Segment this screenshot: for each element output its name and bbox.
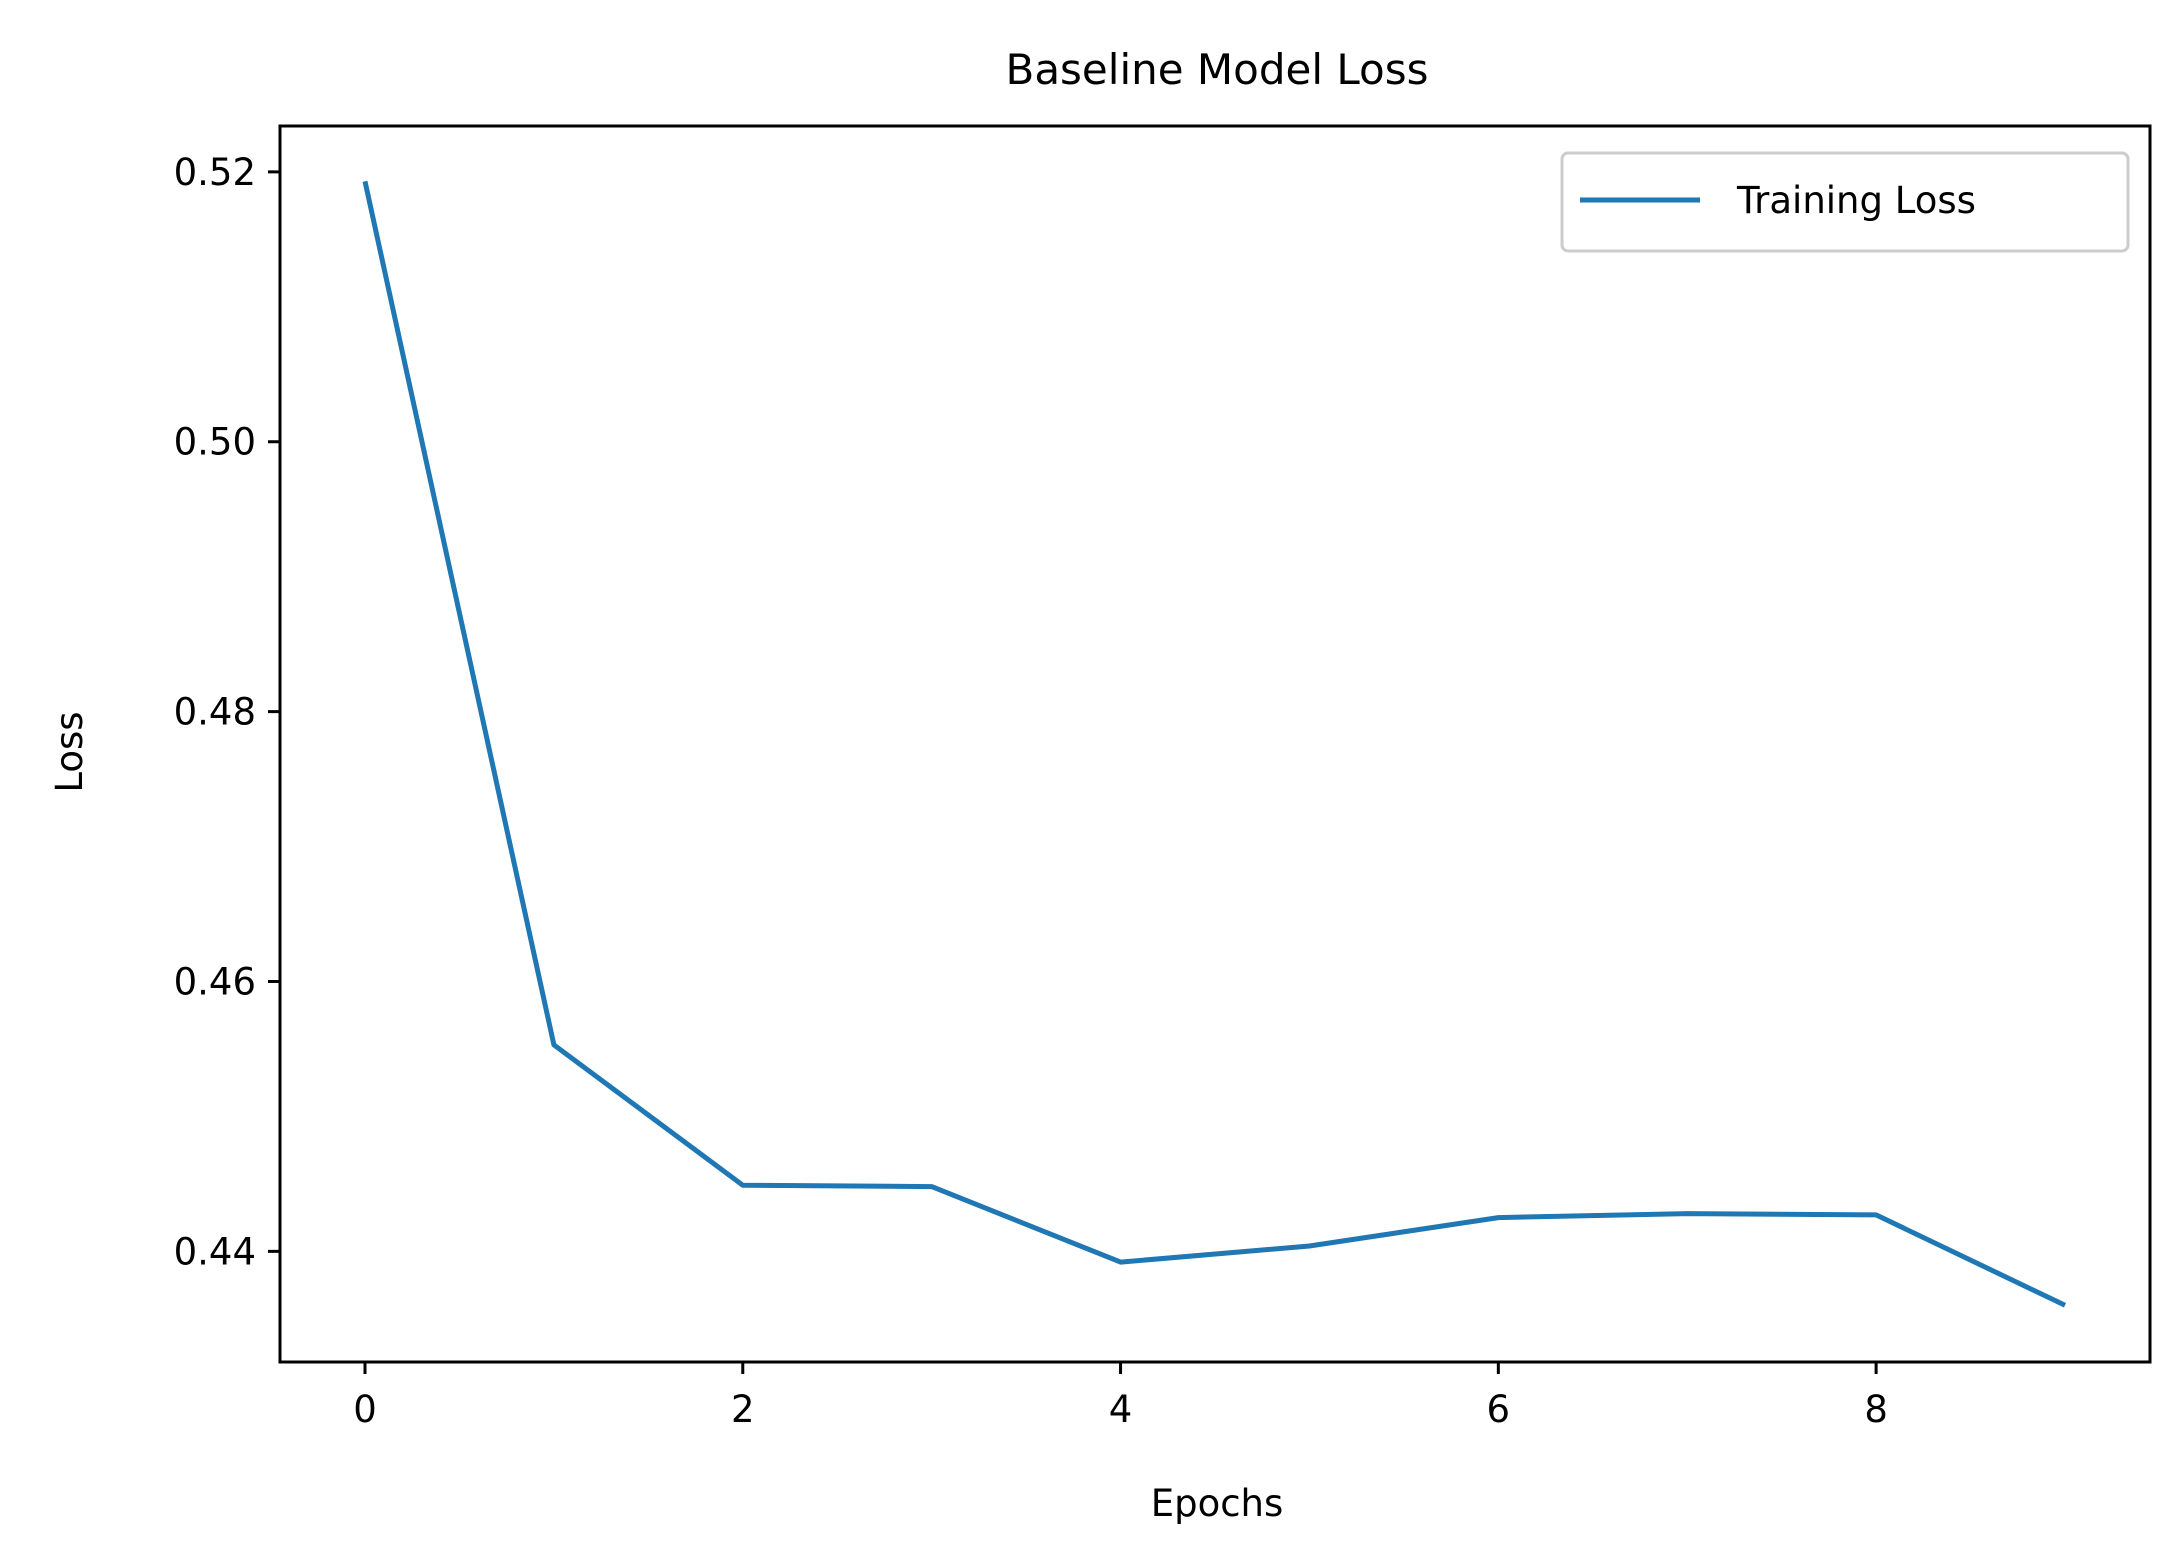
plot-frame [278,124,2152,1364]
y-tick-label: 0.46 [174,960,256,1003]
y-axis-label: Loss [48,711,91,792]
x-tick-label: 8 [1864,1388,1888,1431]
y-tick-label: 0.44 [174,1230,256,1273]
x-axis-label: Epochs [1151,1482,1284,1525]
x-tick-label: 4 [1109,1388,1133,1431]
x-tick-label: 6 [1487,1388,1511,1431]
legend: Training Loss [1560,151,2130,253]
x-tick-label: 2 [731,1388,755,1431]
x-tick-label: 0 [353,1388,377,1431]
legend-box [1560,151,2130,253]
legend-series-label: Training Loss [1736,179,1976,222]
plot-area: 0 2 4 6 8 0.44 0.46 0.48 0.50 0.52 [174,124,2152,1431]
y-tick-label: 0.50 [174,421,256,464]
series-line-0 [362,180,2067,1308]
y-tick-label: 0.52 [174,151,256,194]
chart-title: Baseline Model Loss [1006,45,1429,94]
y-tick-label: 0.48 [174,691,256,734]
